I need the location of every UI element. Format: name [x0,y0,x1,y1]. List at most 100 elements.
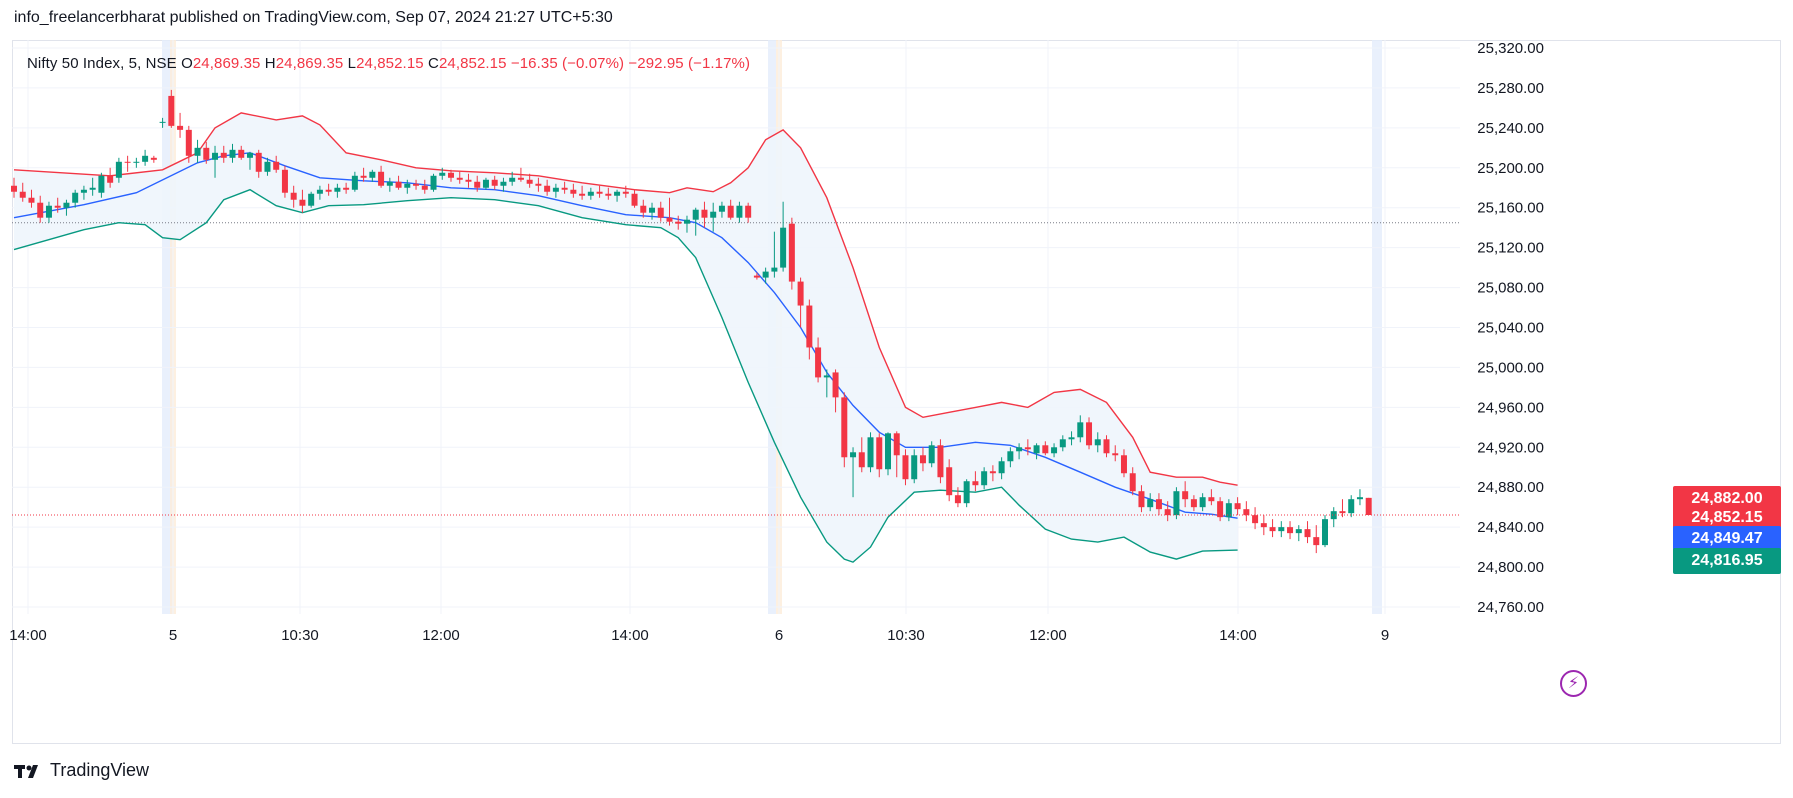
candle-body [448,172,454,178]
candle-body [937,445,944,478]
candle-body [657,207,664,218]
candle-body [142,155,149,162]
candle-body [168,95,175,126]
high-value: 24,869.35 [275,55,344,72]
candle-body [150,157,157,160]
candle-body [474,181,481,188]
band-fill [14,112,1238,563]
candle-body [1024,447,1031,450]
change-value-2: −292.95 (−1.17%) [628,55,751,72]
candle-body [378,171,385,186]
candle-body [124,161,131,163]
lower-band-line [13,188,1238,563]
candle-body [666,217,673,222]
candle-body [456,177,463,180]
candle-body [832,372,839,398]
candle-body [850,452,857,458]
candle-body [439,172,446,176]
candle-body [753,275,760,278]
candle-body [1007,451,1014,462]
candle-body [290,192,297,200]
candle-body [1225,503,1232,518]
candle-body [334,187,341,192]
candle-body [893,433,900,456]
candle-body [229,149,236,158]
candle-body [1190,499,1197,508]
candle-body [1138,491,1145,508]
candle-body [1348,499,1355,514]
candle-body [360,175,367,178]
candle-body [1042,445,1049,454]
candle-body [89,187,96,190]
candle-body [509,177,516,182]
candle-body [815,347,822,378]
candle-body [1269,527,1276,532]
candle-body [212,152,219,160]
candle-body [745,205,752,218]
candle-body [273,161,280,170]
candle-body [80,189,87,193]
candle-body [63,202,70,208]
y-tick-label: 25,240.00 [1477,120,1544,137]
y-tick-label: 24,920.00 [1477,439,1544,456]
x-tick-label: 12:00 [422,627,460,644]
low-label: L [347,55,357,72]
candle-body [622,191,629,194]
open-value: 24,869.35 [192,55,261,72]
candle-body [911,455,918,480]
y-tick-label: 24,880.00 [1477,479,1544,496]
candle-body [1199,497,1206,508]
candle-body [517,177,524,180]
candle-body [325,189,332,192]
candle-body [1295,529,1302,534]
candle-body [491,179,498,186]
x-tick-label: 12:00 [1029,627,1067,644]
change-value: −16.35 (−0.07%) [510,55,625,72]
candle-body [919,455,926,464]
candle-body [902,455,909,480]
candle-body [1164,509,1171,516]
candle-body [1112,453,1119,456]
lightning-icon[interactable]: ⚡ [1560,670,1587,697]
candle-body [1077,422,1084,438]
y-tick-label: 25,120.00 [1477,240,1544,257]
y-tick-label: 25,040.00 [1477,320,1544,337]
candle-body [203,147,210,160]
tradingview-brand[interactable]: TradingView [14,760,149,781]
candle-body [701,209,708,218]
x-tick-label: 14:00 [611,627,649,644]
candle-body [1068,437,1075,440]
candle-body [72,192,79,203]
candle-body [159,121,166,123]
candle-body [561,187,568,190]
candle-body [858,452,865,468]
candle-body [395,181,402,188]
candle-body [640,205,647,213]
candle-body [727,205,734,218]
candle-body [570,189,577,194]
candle-body [386,181,393,186]
candle-body [963,481,970,504]
candle-body [343,187,350,190]
candle-body [1322,519,1328,546]
candle-body [605,193,612,196]
candle-body [1051,447,1058,454]
candle-body [981,471,988,486]
candle-body [972,481,979,486]
candle-body [1147,499,1154,508]
candle-body [718,205,725,212]
y-tick-label: 25,160.00 [1477,200,1544,217]
candle-body [133,161,140,163]
candle-body [264,161,271,172]
candle-body [1173,491,1180,516]
tradingview-logo-icon [14,764,38,778]
symbol-label[interactable]: Nifty 50 Index, 5, NSE [27,55,177,72]
candle-body [823,375,830,378]
candle-body [710,211,717,218]
candle-body [1129,473,1136,492]
ohlc-legend: Nifty 50 Index, 5, NSE O24,869.35 H24,86… [27,55,750,72]
candle-body [421,185,428,190]
candle-body [246,152,253,158]
candle-body [885,433,891,470]
